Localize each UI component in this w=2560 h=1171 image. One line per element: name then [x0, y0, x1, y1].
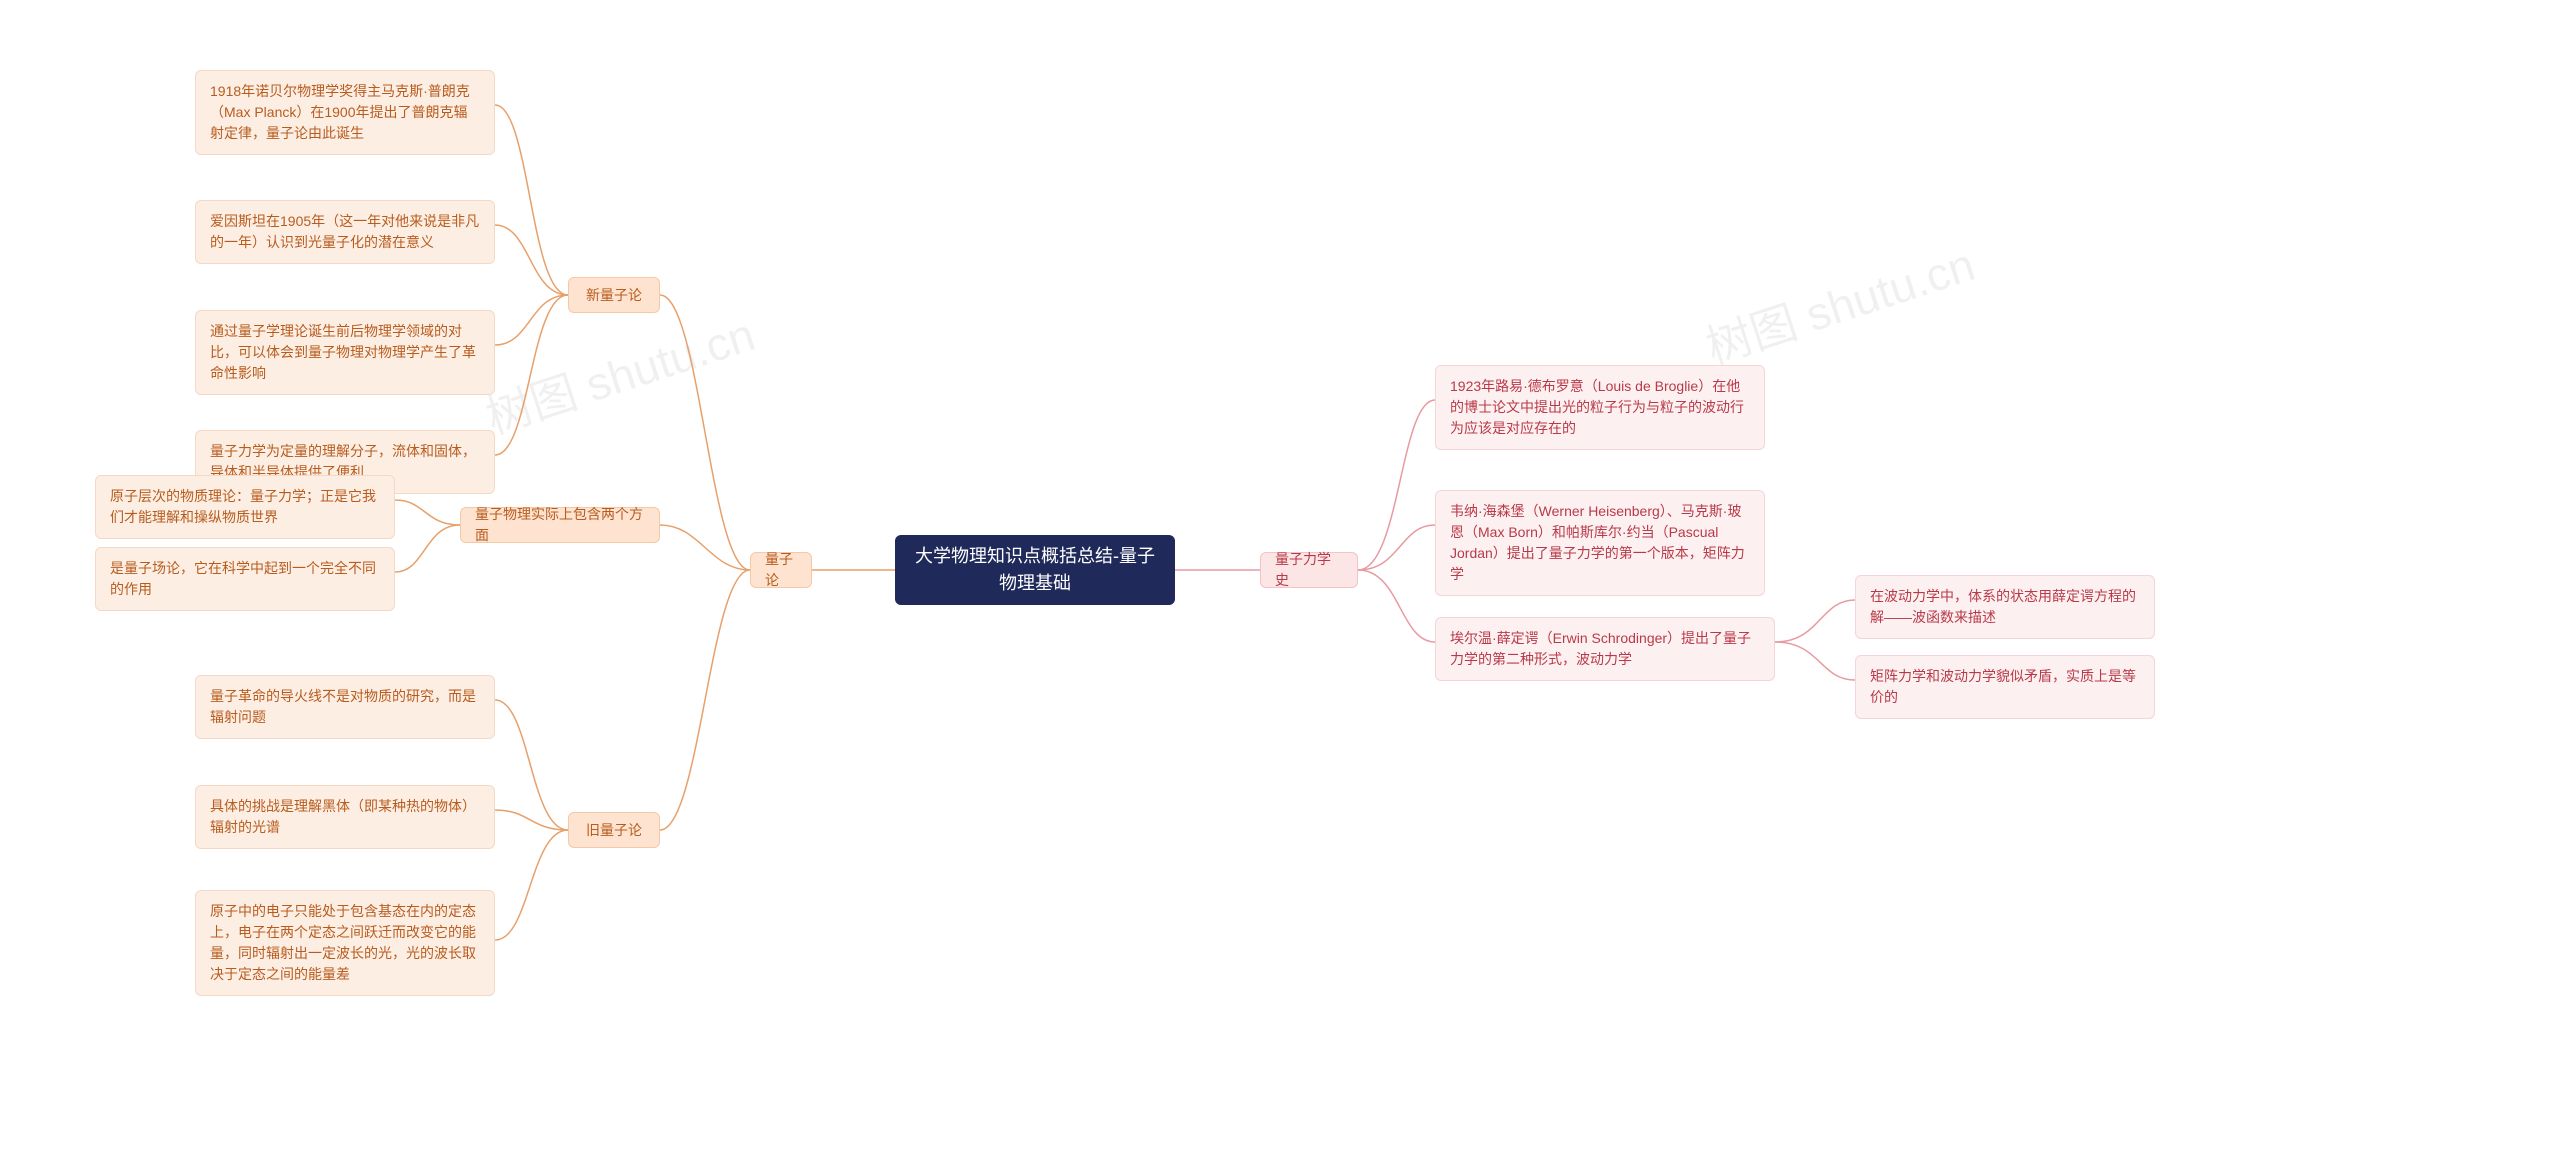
- leaf-node: 量子革命的导火线不是对物质的研究，而是辐射问题: [195, 675, 495, 739]
- root-node: 大学物理知识点概括总结-量子物理基础: [895, 535, 1175, 605]
- right-main-node: 量子力学史: [1260, 552, 1358, 588]
- left-main-node: 量子论: [750, 552, 812, 588]
- leaf-node: 爱因斯坦在1905年（这一年对他来说是非凡的一年）认识到光量子化的潜在意义: [195, 200, 495, 264]
- left-child-node: 量子物理实际上包含两个方面: [460, 507, 660, 543]
- leaf-node: 具体的挑战是理解黑体（即某种热的物体）辐射的光谱: [195, 785, 495, 849]
- leaf-node: 原子中的电子只能处于包含基态在内的定态上，电子在两个定态之间跃迁而改变它的能量，…: [195, 890, 495, 996]
- right-child-node: 韦纳·海森堡（Werner Heisenberg）、马克斯·玻恩（Max Bor…: [1435, 490, 1765, 596]
- watermark: 树图 shutu.cn: [477, 299, 762, 448]
- right-child-node: 1923年路易·德布罗意（Louis de Broglie）在他的博士论文中提出…: [1435, 365, 1765, 450]
- left-child-node: 旧量子论: [568, 812, 660, 848]
- right-child-node: 埃尔温·薛定谔（Erwin Schrodinger）提出了量子力学的第二种形式，…: [1435, 617, 1775, 681]
- leaf-node: 在波动力学中，体系的状态用薛定谔方程的解——波函数来描述: [1855, 575, 2155, 639]
- leaf-node: 通过量子学理论诞生前后物理学领域的对比，可以体会到量子物理对物理学产生了革命性影…: [195, 310, 495, 395]
- left-child-node: 新量子论: [568, 277, 660, 313]
- watermark: 树图 shutu.cn: [1697, 229, 1982, 378]
- leaf-node: 是量子场论，它在科学中起到一个完全不同的作用: [95, 547, 395, 611]
- leaf-node: 原子层次的物质理论：量子力学；正是它我们才能理解和操纵物质世界: [95, 475, 395, 539]
- leaf-node: 矩阵力学和波动力学貌似矛盾，实质上是等价的: [1855, 655, 2155, 719]
- leaf-node: 1918年诺贝尔物理学奖得主马克斯·普朗克（Max Planck）在1900年提…: [195, 70, 495, 155]
